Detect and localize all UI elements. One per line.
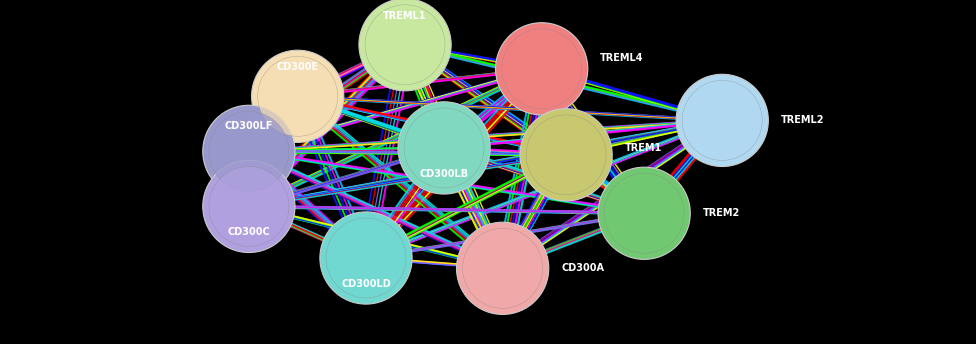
Ellipse shape	[526, 115, 606, 195]
Ellipse shape	[404, 108, 484, 188]
Text: CD300LD: CD300LD	[342, 279, 390, 289]
Text: CD300LB: CD300LB	[420, 169, 468, 179]
Ellipse shape	[209, 111, 289, 191]
Text: TREML1: TREML1	[384, 11, 427, 21]
Ellipse shape	[520, 109, 612, 201]
Ellipse shape	[604, 173, 684, 253]
Text: TREM1: TREM1	[625, 143, 662, 153]
Ellipse shape	[209, 166, 289, 246]
Text: CD300E: CD300E	[276, 62, 319, 72]
Ellipse shape	[463, 228, 543, 308]
Ellipse shape	[682, 80, 762, 160]
Ellipse shape	[502, 29, 582, 109]
Ellipse shape	[359, 0, 451, 91]
Ellipse shape	[258, 56, 338, 136]
Ellipse shape	[598, 167, 690, 259]
Ellipse shape	[398, 102, 490, 194]
Text: CD300C: CD300C	[227, 227, 270, 237]
Ellipse shape	[252, 50, 344, 142]
Ellipse shape	[496, 23, 588, 115]
Ellipse shape	[457, 222, 549, 314]
Ellipse shape	[326, 218, 406, 298]
Text: CD300A: CD300A	[561, 263, 604, 273]
Ellipse shape	[365, 5, 445, 85]
Ellipse shape	[320, 212, 412, 304]
Text: TREML2: TREML2	[781, 115, 825, 126]
Text: TREM2: TREM2	[703, 208, 740, 218]
Ellipse shape	[676, 74, 768, 166]
Ellipse shape	[203, 105, 295, 197]
Text: TREML4: TREML4	[600, 53, 644, 64]
Ellipse shape	[203, 160, 295, 252]
Text: CD300LF: CD300LF	[224, 121, 273, 131]
